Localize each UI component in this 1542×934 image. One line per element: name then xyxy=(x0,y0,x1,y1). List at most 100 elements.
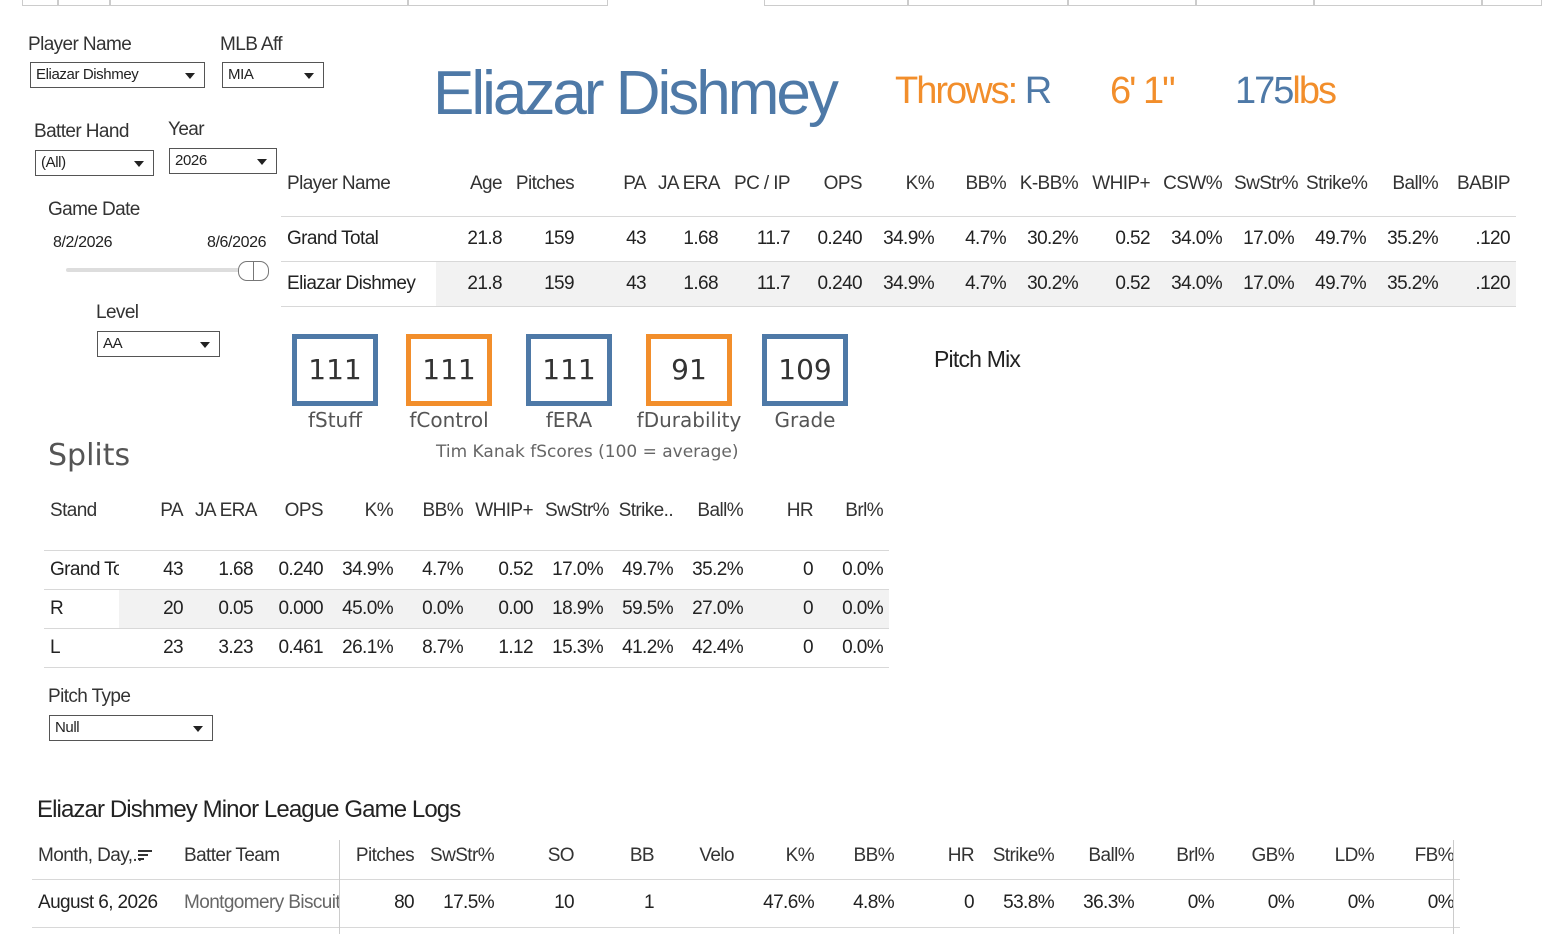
column-header: BB% xyxy=(422,500,464,521)
tab[interactable] xyxy=(1314,0,1482,6)
dropdown[interactable]: (All) xyxy=(35,150,154,176)
column-header: K% xyxy=(785,845,815,866)
table-cell: August 6, 2026 xyxy=(38,892,158,913)
table-cell: 11.7 xyxy=(756,227,791,249)
column-header: PA xyxy=(160,500,183,521)
column-header: Ball% xyxy=(1088,845,1134,866)
tab[interactable] xyxy=(1068,0,1196,6)
table-cell: 42.4% xyxy=(692,636,743,658)
slider-handle[interactable] xyxy=(253,261,269,281)
dropdown[interactable]: Eliazar Dishmey xyxy=(30,62,205,88)
table-cell: 18.9% xyxy=(552,597,603,619)
column-header: K% xyxy=(364,500,394,521)
column-header: Velo xyxy=(699,845,734,866)
table-cell: 0 xyxy=(964,892,975,913)
table-cell: 1.12 xyxy=(498,636,533,658)
table-cell: 0.461 xyxy=(278,636,323,658)
fscore-box: 111 xyxy=(526,334,612,406)
dropdown[interactable]: AA xyxy=(97,331,220,357)
pitch-mix-title: Pitch Mix xyxy=(934,346,1021,372)
table-cell: 0 xyxy=(803,636,814,658)
slider-handle[interactable] xyxy=(238,261,254,281)
table-cell: 47.6% xyxy=(763,892,814,913)
table-cell: 17.0% xyxy=(1243,227,1294,249)
table-cell: 34.9% xyxy=(883,272,934,294)
column-header: HR xyxy=(947,845,975,866)
column-header: JA ERA xyxy=(658,173,720,194)
fscore-label: fControl xyxy=(409,408,489,432)
table-cell: 10 xyxy=(554,892,575,913)
sort-icon xyxy=(138,854,148,856)
column-header: Player Name xyxy=(287,173,391,194)
table-cell: 49.7% xyxy=(1315,272,1366,294)
table-cell: 34.9% xyxy=(342,558,393,580)
column-divider xyxy=(339,840,340,934)
table-cell: Grand To.. xyxy=(50,558,119,580)
table-cell: 30.2% xyxy=(1027,272,1078,294)
filter-label: Batter Hand xyxy=(34,121,129,142)
column-header: CSW% xyxy=(1163,173,1222,194)
date-start: 8/2/2026 xyxy=(53,234,113,251)
fscores-caption: Tim Kanak fScores (100 = average) xyxy=(436,442,739,462)
dropdown[interactable]: Null xyxy=(49,715,213,741)
row-line xyxy=(281,261,1516,262)
column-header: SO xyxy=(547,845,575,866)
column-header: SwStr% xyxy=(1234,173,1299,194)
column-header: Brl% xyxy=(845,500,883,521)
tab[interactable] xyxy=(764,0,908,6)
dropdown[interactable]: 2026 xyxy=(169,148,277,174)
table-cell: 0% xyxy=(1187,892,1215,913)
table-cell: Montgomery Biscuits xyxy=(184,892,340,913)
table-cell: 17.5% xyxy=(443,892,494,913)
table-cell: 8.7% xyxy=(422,636,464,658)
table-cell: 0.240 xyxy=(817,272,862,294)
table-cell: 0% xyxy=(1267,892,1295,913)
column-header: Month, Day,.. xyxy=(38,845,142,866)
tab[interactable] xyxy=(408,0,608,6)
column-header: BB% xyxy=(853,845,895,866)
filter-label: Pitch Type xyxy=(48,686,131,707)
tab[interactable] xyxy=(110,0,408,6)
fscore-label: fStuff xyxy=(307,408,363,432)
tab[interactable] xyxy=(58,0,110,6)
column-header: Pitches xyxy=(355,845,415,866)
table-cell: Grand Total xyxy=(287,227,379,249)
column-header: OPS xyxy=(284,500,324,521)
weight: 175lbs xyxy=(1235,70,1337,113)
weight-value: 175 xyxy=(1235,70,1294,112)
tab[interactable] xyxy=(22,0,58,6)
row-line xyxy=(44,589,889,590)
table-cell: 4.7% xyxy=(965,227,1007,249)
fscore-box: 91 xyxy=(646,334,732,406)
table-cell: 4.8% xyxy=(853,892,895,913)
table-cell: 20 xyxy=(163,597,184,619)
table-cell: 0% xyxy=(1347,892,1375,913)
weight-unit: lbs xyxy=(1292,70,1337,112)
fscore-label: fERA xyxy=(545,408,593,432)
tab[interactable] xyxy=(1196,0,1314,6)
row-line xyxy=(44,550,889,551)
tab[interactable] xyxy=(908,0,1068,6)
table-cell: 0.0% xyxy=(842,636,884,658)
table-cell: 0.52 xyxy=(1115,227,1150,249)
row-line xyxy=(281,306,1516,307)
table-cell: .120 xyxy=(1475,227,1510,249)
table-cell: 159 xyxy=(544,227,575,249)
table-cell: 30.2% xyxy=(1027,227,1078,249)
column-header: Ball% xyxy=(697,500,743,521)
table-cell: 4.7% xyxy=(965,272,1007,294)
player-name: Eliazar Dishmey xyxy=(433,59,839,128)
table-cell: L xyxy=(50,636,61,658)
tab[interactable] xyxy=(1482,0,1542,6)
table-cell: 0.0% xyxy=(842,558,884,580)
table-cell: 0 xyxy=(803,558,814,580)
table-cell: 17.0% xyxy=(1243,272,1294,294)
table-cell: 36.3% xyxy=(1083,892,1134,913)
dropdown[interactable]: MIA xyxy=(222,62,324,88)
column-header: BB xyxy=(629,845,655,866)
table-cell: 43 xyxy=(626,227,647,249)
table-cell: 0.0% xyxy=(842,597,884,619)
table-cell: 3.23 xyxy=(218,636,253,658)
row-line xyxy=(32,927,1460,928)
